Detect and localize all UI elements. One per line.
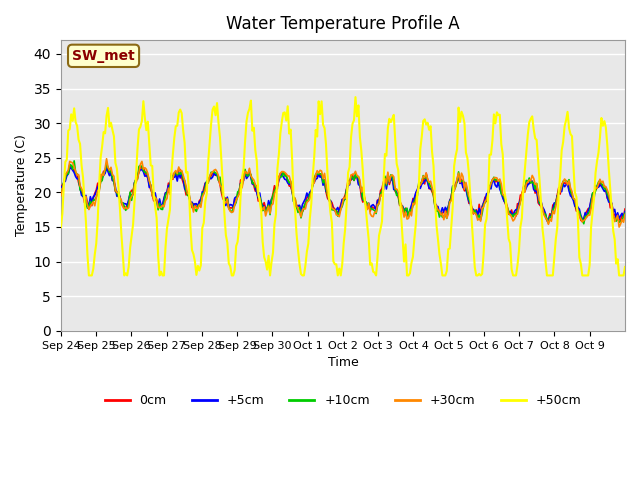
Text: SW_met: SW_met — [72, 49, 135, 63]
Legend: 0cm, +5cm, +10cm, +30cm, +50cm: 0cm, +5cm, +10cm, +30cm, +50cm — [99, 389, 586, 412]
Y-axis label: Temperature (C): Temperature (C) — [15, 134, 28, 237]
X-axis label: Time: Time — [328, 356, 358, 369]
Title: Water Temperature Profile A: Water Temperature Profile A — [226, 15, 460, 33]
